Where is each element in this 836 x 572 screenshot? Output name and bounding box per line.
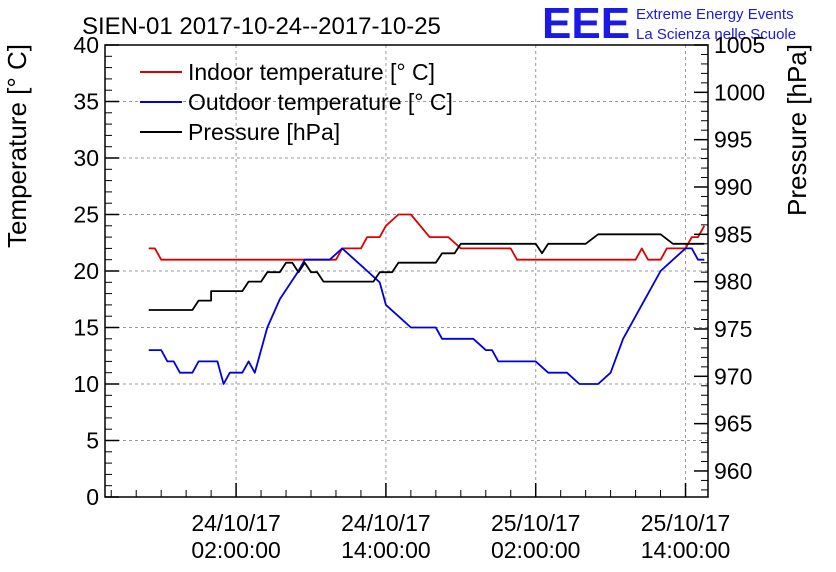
y-right-tick-label: 1005	[714, 32, 765, 58]
x-tick-label-date: 25/10/17	[491, 510, 581, 536]
y-right-tick-label: 960	[714, 458, 752, 484]
series-line-pressure	[148, 233, 705, 311]
y-right-tick-label: 995	[714, 127, 752, 153]
y-right-tick-label: 975	[714, 316, 752, 342]
x-tick-label-date: 24/10/17	[191, 510, 281, 536]
x-tick-label-date: 25/10/17	[641, 510, 731, 536]
eee-logo-mark: EEE	[542, 0, 630, 48]
chart-title: SIEN-01 2017-10-24--2017-10-25	[82, 13, 441, 40]
y-left-tick-label: 20	[73, 258, 99, 284]
y-left-tick-label: 0	[86, 484, 99, 510]
y-left-tick-label: 35	[73, 89, 99, 115]
legend: Indoor temperature [° C] Outdoor temperat…	[140, 59, 453, 145]
x-axis: 24/10/1702:00:0024/10/1714:00:0025/10/17…	[110, 483, 731, 563]
series-line-outdoor-temperature	[148, 247, 705, 385]
y-axis-right: 960 965 970 975 980 985 990 995 1000 1005	[694, 32, 765, 491]
eee-logo-line1: Extreme Energy Events	[636, 6, 794, 23]
y-left-tick-label: 30	[73, 145, 99, 171]
y-right-tick-label: 965	[714, 411, 752, 437]
y-left-tick-label: 40	[73, 32, 99, 58]
y-left-tick-label: 10	[73, 371, 99, 397]
y-right-tick-label: 980	[714, 269, 752, 295]
y-left-tick-label: 5	[86, 428, 99, 454]
eee-logo: EEE Extreme Energy Events La Scienza nel…	[542, 0, 796, 48]
x-tick-label-time: 02:00:00	[491, 537, 581, 563]
y-right-tick-label: 970	[714, 363, 752, 389]
legend-label: Indoor temperature [° C]	[188, 59, 435, 85]
eee-logo-line2: La Scienza nelle Scuole	[636, 26, 796, 43]
y-right-tick-label: 990	[714, 174, 752, 200]
y-right-tick-label: 985	[714, 221, 752, 247]
y-left-tick-label: 25	[73, 202, 99, 228]
series-line-indoor-temperature	[148, 213, 706, 261]
x-tick-label-time: 14:00:00	[341, 537, 431, 563]
series-lines	[148, 213, 706, 385]
y-left-tick-label: 15	[73, 315, 99, 341]
x-tick-label-time: 14:00:00	[641, 537, 731, 563]
y-right-tick-label: 1000	[714, 79, 765, 105]
legend-label: Pressure [hPa]	[188, 119, 340, 145]
x-tick-label-time: 02:00:00	[191, 537, 281, 563]
y-axis-left: 0 5 10 15 20 25 30 35 40	[73, 32, 119, 510]
x-tick-label-date: 24/10/17	[341, 510, 431, 536]
legend-label: Outdoor temperature [° C]	[188, 89, 453, 115]
y-axis-left-label: Temperature [° C]	[2, 44, 32, 248]
y-axis-right-label: Pressure [hPa]	[782, 44, 812, 216]
